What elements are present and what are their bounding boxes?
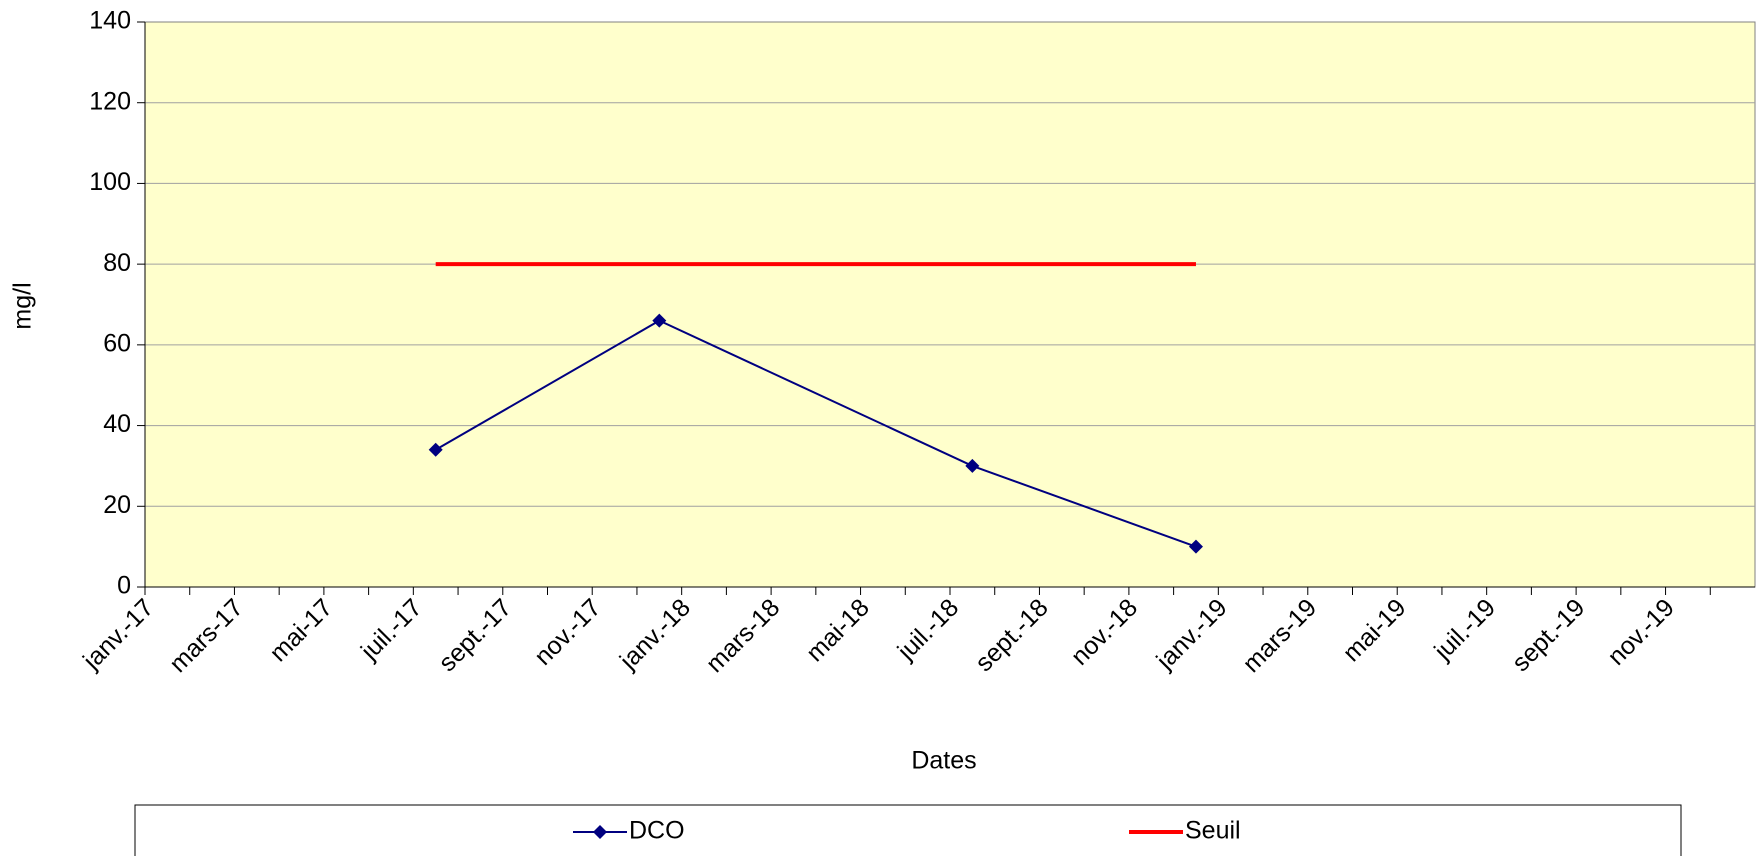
x-tick-label: janv.-17 (77, 593, 159, 675)
x-tick-label: nov.-19 (1602, 593, 1679, 670)
x-tick-label: sept.-18 (970, 593, 1054, 677)
y-tick-label: 120 (89, 87, 131, 115)
legend-box (134, 804, 1682, 856)
x-tick-label: sept.-19 (1507, 593, 1591, 677)
x-tick-label: juil.-17 (355, 593, 428, 666)
y-tick-label: 20 (103, 491, 131, 519)
series-line (435, 319, 1197, 548)
y-tick-label: 60 (103, 329, 131, 357)
data-point (652, 313, 667, 328)
x-tick-label: mars-17 (164, 593, 249, 678)
data-point (428, 442, 443, 457)
legend-label: DCO (629, 817, 685, 845)
y-tick-label: 80 (103, 249, 131, 277)
x-tick-label: sept.-17 (433, 593, 517, 677)
y-tick-label: 100 (89, 168, 131, 196)
x-tick-label: janv.-19 (1150, 593, 1232, 675)
x-tick-label: juil.-19 (1428, 593, 1501, 666)
legend-marker (593, 825, 607, 839)
legend-label: Seuil (1185, 817, 1241, 845)
x-tick-label: janv.-18 (614, 593, 696, 675)
x-tick-label: mai-18 (801, 593, 875, 667)
x-tick-label: juil.-18 (892, 593, 965, 666)
y-tick-label: 140 (89, 7, 131, 35)
y-axis-label: mg/l (9, 282, 37, 329)
x-tick-label: nov.-18 (1066, 593, 1143, 670)
data-point (1188, 539, 1203, 554)
x-tick-label: nov.-17 (529, 593, 606, 670)
x-tick-label: mars-18 (701, 593, 786, 678)
data-point (965, 458, 980, 473)
x-tick-label: mai-17 (264, 593, 338, 667)
x-axis-label: Dates (911, 747, 976, 775)
plot-area (144, 21, 1756, 588)
x-tick-label: mai-19 (1338, 593, 1412, 667)
x-tick-label: mars-19 (1237, 593, 1322, 678)
y-tick-label: 40 (103, 410, 131, 438)
y-tick-label: 0 (117, 572, 131, 600)
